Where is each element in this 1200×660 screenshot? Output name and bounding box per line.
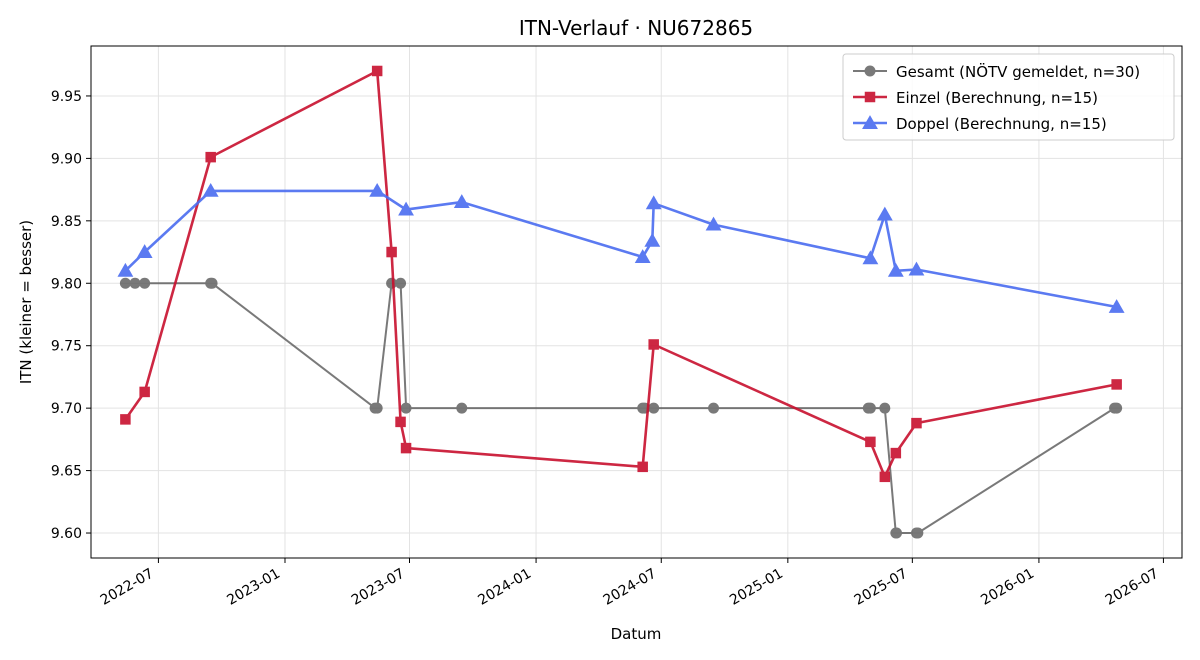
data-point <box>887 262 904 277</box>
data-point <box>400 402 412 414</box>
data-point <box>202 182 219 197</box>
legend-marker <box>864 91 876 103</box>
y-tick-label: 9.70 <box>51 401 82 417</box>
data-point <box>862 250 879 265</box>
data-point <box>120 414 131 425</box>
data-point <box>645 195 662 210</box>
series-layer <box>117 65 1125 539</box>
data-point <box>129 277 141 289</box>
legend-swatch <box>853 115 887 129</box>
data-point <box>1111 379 1122 390</box>
data-point <box>1111 402 1123 414</box>
data-point <box>398 201 414 216</box>
legend-marker <box>862 115 878 129</box>
data-point <box>879 471 891 483</box>
data-point <box>139 386 150 398</box>
y-tick-label: 9.90 <box>51 151 82 167</box>
data-point <box>637 461 648 473</box>
legend-swatch <box>853 91 887 103</box>
data-point <box>453 194 470 209</box>
y-tick-label: 9.95 <box>51 89 82 105</box>
legend: Gesamt (NÖTV gemeldet, n=30) Einzel (Bere… <box>842 53 1175 141</box>
y-tick-label: 9.80 <box>51 276 82 292</box>
data-point <box>644 232 661 247</box>
data-point <box>369 182 386 197</box>
legend-label: Gesamt (NÖTV gemeldet, n=30) <box>896 62 1140 81</box>
data-point <box>119 277 131 289</box>
data-point <box>1108 299 1125 313</box>
data-point <box>911 417 922 429</box>
data-point <box>864 402 876 414</box>
data-point <box>205 151 216 163</box>
data-point <box>890 447 902 459</box>
data-point <box>117 262 134 277</box>
legend-label: Einzel (Berechnung, n=15) <box>896 89 1098 107</box>
plot-frame <box>90 45 1183 559</box>
y-tick-label: 9.65 <box>51 464 82 480</box>
legend-marker <box>864 65 876 77</box>
data-point <box>395 416 406 428</box>
data-point <box>705 216 722 231</box>
data-point <box>634 249 651 263</box>
data-point <box>395 277 407 289</box>
legend-swatch <box>853 65 887 77</box>
data-point <box>876 206 893 221</box>
chart-title: ITN-Verlauf · NU672865 <box>519 16 753 40</box>
y-axis-title: ITN (kleiner = besser) <box>17 220 35 384</box>
data-point <box>891 527 903 539</box>
x-axis-title: Datum <box>611 625 662 643</box>
data-point <box>139 277 151 289</box>
data-point <box>865 436 876 448</box>
data-point <box>400 442 412 454</box>
data-point <box>206 277 218 289</box>
data-point <box>648 402 660 414</box>
legend-box <box>842 53 1175 141</box>
data-point <box>912 527 924 539</box>
y-tick-label: 9.60 <box>51 526 82 542</box>
data-point <box>879 402 891 414</box>
y-tick-label: 9.75 <box>51 339 82 355</box>
data-point <box>386 246 397 258</box>
y-tick-label: 9.85 <box>51 214 82 230</box>
data-point <box>136 244 153 258</box>
data-point <box>708 402 720 414</box>
series-circle <box>119 277 1123 539</box>
legend-label: Doppel (Berechnung, n=15) <box>896 115 1107 133</box>
data-point <box>908 261 925 276</box>
series-square <box>120 65 1122 483</box>
data-point <box>371 65 383 77</box>
data-point <box>456 402 468 414</box>
data-point <box>371 402 383 414</box>
series-triangle <box>117 182 1125 313</box>
data-point <box>648 339 659 350</box>
